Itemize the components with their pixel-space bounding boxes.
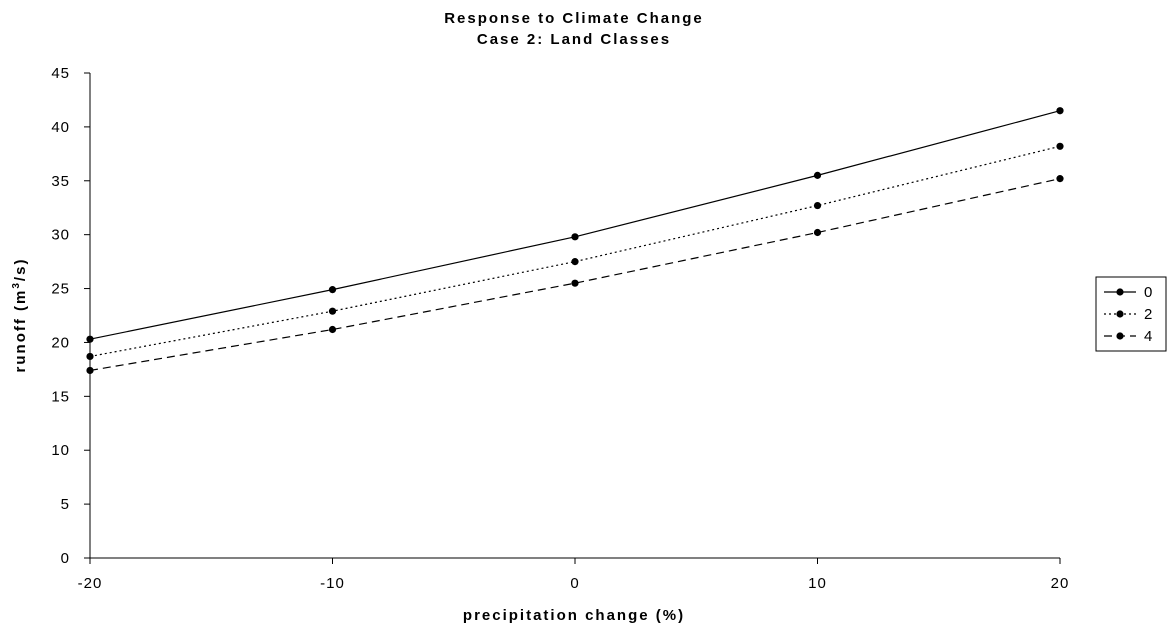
series-4 xyxy=(86,175,1064,375)
y-tick-label: 30 xyxy=(51,227,70,244)
x-tick-label: 20 xyxy=(1051,575,1070,592)
x-tick-label: -10 xyxy=(320,575,345,592)
series-line-0 xyxy=(89,110,1061,340)
data-point-2 xyxy=(813,201,822,210)
data-point-2 xyxy=(571,258,579,266)
data-point-0 xyxy=(1056,107,1064,115)
x-tick-label: 10 xyxy=(808,575,827,592)
legend-marker-2 xyxy=(1116,310,1124,318)
data-point-4 xyxy=(328,325,337,334)
y-axis-title-unit: /s) xyxy=(12,258,29,282)
x-axis-title: precipitation change (%) xyxy=(463,607,685,624)
legend-label-0: 0 xyxy=(1144,284,1152,301)
series-0 xyxy=(86,107,1064,343)
y-tick-label: 0 xyxy=(61,550,70,567)
y-tick-label: 45 xyxy=(51,65,70,82)
x-tick-label: -20 xyxy=(78,575,103,592)
data-point-2 xyxy=(328,307,337,315)
data-point-4 xyxy=(813,228,822,237)
y-tick-label: 10 xyxy=(51,442,70,459)
x-tick-label: 0 xyxy=(570,575,579,592)
series-line-2 xyxy=(89,145,1061,358)
series-layer xyxy=(86,107,1064,375)
data-point-0 xyxy=(571,233,579,241)
legend-marker-4 xyxy=(1116,332,1124,340)
series-line-4 xyxy=(89,178,1061,372)
y-tick-label: 35 xyxy=(51,173,70,190)
y-axis-title-main: runoff (m xyxy=(12,289,29,373)
data-point-4 xyxy=(571,279,579,287)
y-tick-label: 15 xyxy=(51,388,70,405)
y-tick-label: 5 xyxy=(61,496,70,513)
data-point-2 xyxy=(1056,142,1064,150)
legend-label-4: 4 xyxy=(1144,328,1152,345)
y-axis-title-superscript: 3 xyxy=(11,281,22,289)
data-point-0 xyxy=(328,286,337,294)
legend-label-2: 2 xyxy=(1144,306,1152,323)
y-tick-label: 20 xyxy=(51,334,70,351)
chart-subtitle: Case 2: Land Classes xyxy=(477,31,671,48)
series-2 xyxy=(86,142,1064,361)
y-tick-label: 40 xyxy=(51,119,70,136)
data-point-0 xyxy=(86,335,94,343)
y-axis-title: runoff (m3/s) xyxy=(11,258,29,373)
data-point-0 xyxy=(813,171,822,179)
data-point-4 xyxy=(1056,175,1064,183)
chart-title: Response to Climate Change xyxy=(444,10,704,27)
y-tick-label: 25 xyxy=(51,281,70,298)
axes: 0 5 10 15 20 25 30 35 40 45 -20 -10 0 10 20 xyxy=(51,65,1070,592)
legend-marker-0 xyxy=(1116,288,1124,296)
data-point-2 xyxy=(86,352,94,361)
data-point-4 xyxy=(86,366,94,375)
legend: 0 2 4 xyxy=(1095,276,1167,352)
